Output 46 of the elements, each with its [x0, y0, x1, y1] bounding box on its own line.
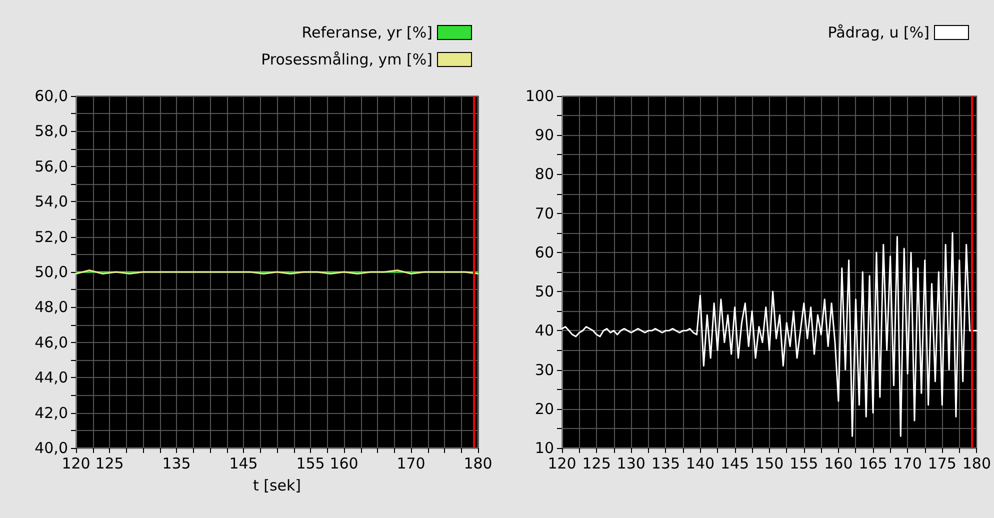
x-tick-label: 120 — [62, 454, 90, 472]
y-tick-label: 60,0 — [34, 87, 68, 105]
y-tick-label: 42,0 — [34, 404, 68, 422]
x-tick-label: 165 — [858, 454, 888, 472]
x-tick-label: 155 — [296, 454, 325, 472]
y-tick-label: 60 — [534, 243, 554, 262]
x-tick-label: 140 — [686, 454, 715, 472]
legend-label: Referanse, yr [%] — [302, 24, 432, 42]
x-tick-label: 135 — [651, 454, 680, 472]
x-tick-label: 125 — [95, 454, 124, 472]
x-axis-title: t [sek] — [252, 476, 302, 494]
x-tick-label: 145 — [720, 454, 750, 472]
y-tick-label: 10 — [534, 439, 554, 457]
y-tick-label: 80 — [534, 165, 554, 184]
x-tick-label: 130 — [616, 454, 646, 472]
x-tick-label: 150 — [755, 454, 784, 472]
x-tick-label: 180 — [464, 454, 492, 472]
y-tick-label: 50,0 — [34, 263, 68, 281]
x-tick-label: 175 — [928, 454, 956, 472]
y-tick-label: 40 — [534, 322, 554, 340]
x-tick-label: 160 — [824, 454, 853, 472]
x-tick-label: 120 — [548, 454, 576, 472]
x-tick-label: 145 — [229, 454, 258, 472]
y-tick-label: 70 — [534, 204, 554, 222]
x-tick-label: 135 — [162, 454, 191, 472]
legend-label: Pådrag, u [%] — [828, 24, 930, 42]
y-tick-label: 20 — [534, 400, 554, 418]
y-tick-label: 44,0 — [34, 368, 68, 387]
y-tick-label: 40,0 — [34, 439, 68, 457]
y-tick-label: 100 — [525, 87, 554, 105]
x-tick-label: 155 — [790, 454, 818, 472]
y-tick-label: 56,0 — [34, 157, 68, 176]
y-tick-label: 58,0 — [34, 122, 68, 140]
y-tick-label: 54,0 — [34, 192, 68, 211]
x-tick-label: 160 — [330, 454, 358, 472]
y-tick-label: 30 — [534, 360, 554, 379]
y-tick-label: 48,0 — [34, 298, 68, 316]
y-tick-label: 46,0 — [34, 333, 68, 352]
x-tick-label: 170 — [396, 454, 426, 472]
legend-label: Prosessmåling, ym [%] — [261, 50, 432, 68]
y-tick-label: 90 — [534, 126, 554, 144]
x-tick-label: 125 — [582, 454, 611, 472]
x-tick-label: 170 — [893, 454, 922, 472]
x-tick-label: 180 — [962, 454, 992, 472]
y-tick-label: 52,0 — [34, 228, 68, 246]
y-tick-label: 50 — [534, 282, 554, 301]
